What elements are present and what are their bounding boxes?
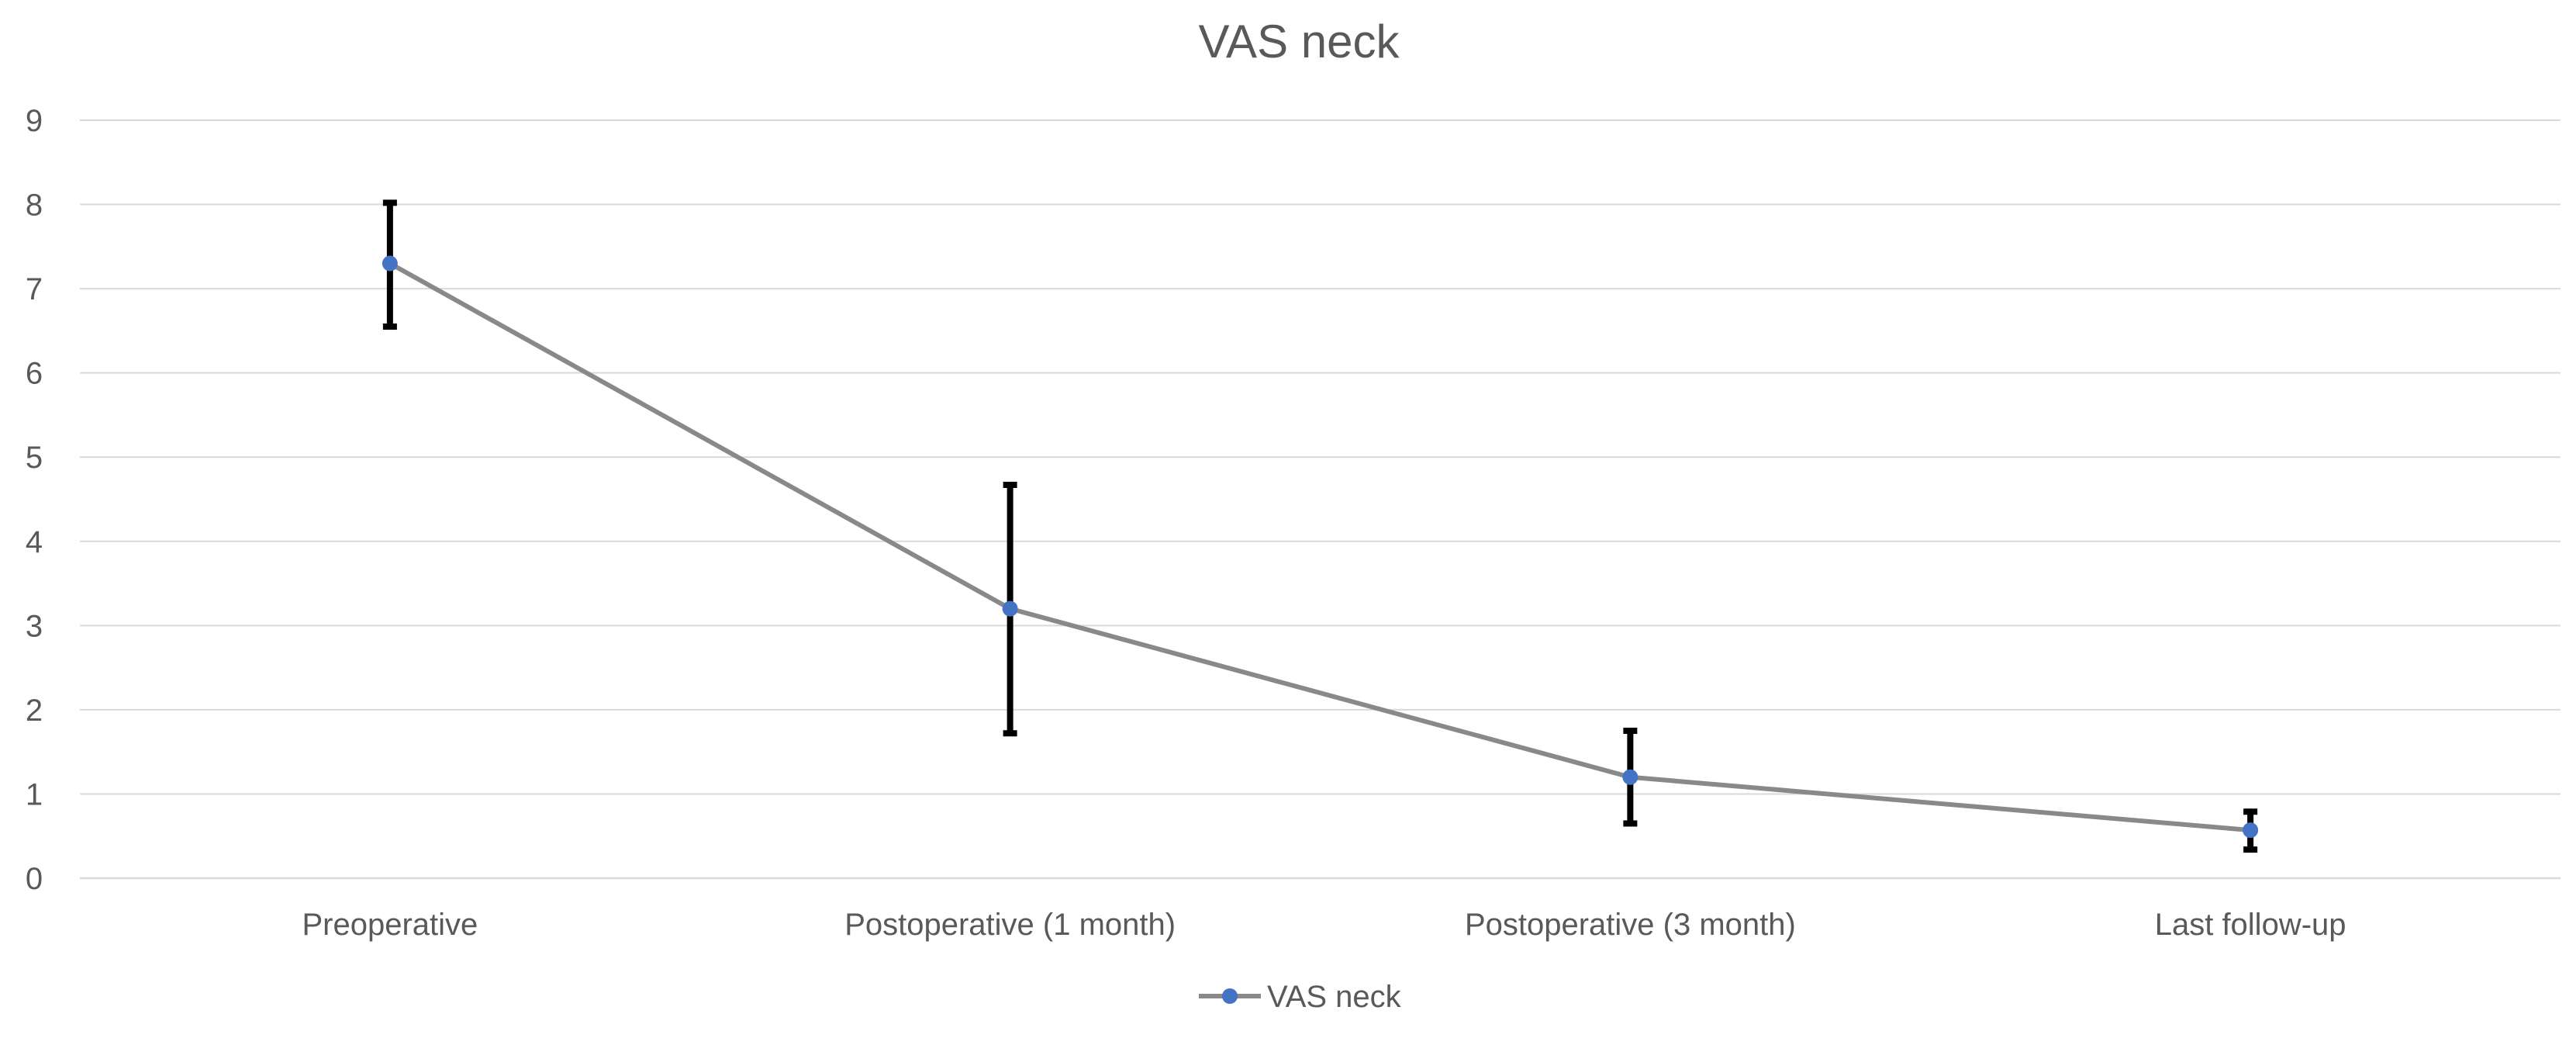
x-tick-label-1: Preoperative — [302, 908, 478, 942]
x-tick-label-3: Postoperative (3 month) — [1465, 908, 1796, 942]
data-point-4 — [2243, 822, 2259, 839]
y-tick-label-5: 5 — [26, 441, 43, 475]
chart-title: VAS neck — [1198, 16, 1400, 67]
y-tick-label-2: 2 — [26, 694, 43, 728]
x-axis-ticks: Preoperative Postoperative (1 month) Posto… — [302, 908, 2346, 942]
y-tick-label-9: 9 — [26, 104, 43, 138]
y-tick-label-7: 7 — [26, 272, 43, 306]
y-axis-ticks: 0 1 2 3 4 5 6 7 8 9 — [26, 104, 43, 896]
series-vas-neck — [382, 199, 2259, 853]
data-point-1 — [382, 255, 398, 272]
legend-marker-swatch — [1222, 988, 1238, 1004]
data-point-2 — [1002, 600, 1018, 617]
data-point-3 — [1622, 769, 1638, 785]
y-tick-label-6: 6 — [26, 357, 43, 391]
y-tick-label-3: 3 — [26, 609, 43, 643]
legend-label-vas-neck: VAS neck — [1267, 980, 1402, 1014]
y-tick-label-1: 1 — [26, 777, 43, 811]
x-tick-label-2: Postoperative (1 month) — [844, 908, 1176, 942]
series-line-1 — [388, 261, 2251, 833]
y-tick-label-0: 0 — [26, 862, 43, 896]
gridlines — [80, 119, 2560, 880]
x-tick-label-4: Last follow-up — [2155, 908, 2346, 942]
y-tick-label-8: 8 — [26, 189, 43, 223]
legend: VAS neck — [1199, 980, 1402, 1014]
y-tick-label-4: 4 — [26, 525, 43, 559]
